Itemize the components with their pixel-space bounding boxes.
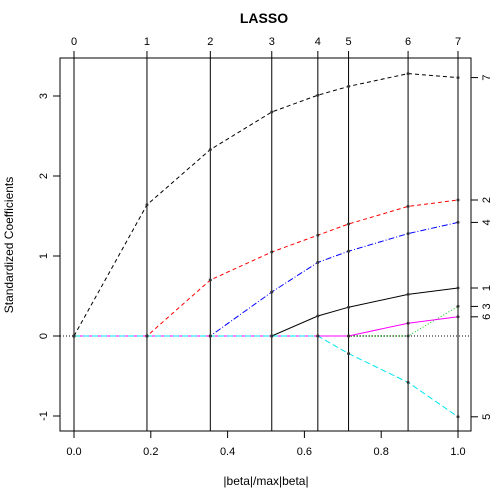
coefficient-point — [407, 72, 410, 75]
x-tick-label: 1.0 — [450, 446, 465, 458]
x-tick-label: 0.8 — [374, 446, 389, 458]
y-tick-label: 0 — [38, 333, 50, 339]
coefficient-point — [347, 335, 350, 338]
y-tick-label: 1 — [38, 253, 50, 259]
coefficient-path — [74, 200, 458, 336]
coefficient-point — [316, 261, 319, 264]
coefficient-path — [74, 288, 458, 336]
coefficient-point — [270, 291, 273, 294]
coefficient-point — [347, 352, 350, 355]
variable-label: 1 — [481, 285, 493, 291]
y-tick-label: -1 — [38, 411, 50, 421]
coefficient-point — [407, 322, 410, 325]
x-tick-label: 0.6 — [297, 446, 312, 458]
coefficient-point — [457, 287, 460, 290]
coefficient-point — [457, 305, 460, 308]
coefficient-point — [145, 203, 148, 206]
coefficient-point — [407, 232, 410, 235]
top-step-label: 4 — [315, 36, 321, 48]
coefficient-point — [407, 293, 410, 296]
top-step-label: 6 — [405, 36, 411, 48]
coefficient-point — [209, 279, 212, 282]
coefficient-point — [145, 335, 148, 338]
y-axis-title: Standardized Coefficients — [2, 177, 16, 314]
plot-frame — [60, 58, 471, 431]
coefficient-point — [457, 415, 460, 418]
variable-label: 4 — [481, 219, 493, 225]
coefficient-point — [407, 335, 410, 338]
coefficient-point — [209, 148, 212, 151]
coefficient-point — [407, 205, 410, 208]
coefficient-point — [316, 315, 319, 318]
coefficient-point — [457, 76, 460, 79]
variable-label: 5 — [481, 414, 493, 420]
top-step-label: 1 — [144, 36, 150, 48]
chart-title: LASSO — [240, 10, 288, 26]
top-step-label: 5 — [345, 36, 351, 48]
coefficient-point — [270, 335, 273, 338]
coefficient-point — [316, 234, 319, 237]
coefficient-point — [316, 94, 319, 97]
coefficient-point — [347, 306, 350, 309]
coefficient-path — [74, 306, 458, 336]
y-tick-label: 2 — [38, 173, 50, 179]
top-step-label: 7 — [455, 36, 461, 48]
variable-label: 2 — [481, 197, 493, 203]
top-step-label: 2 — [207, 36, 213, 48]
coefficient-point — [407, 381, 410, 384]
coefficient-point — [73, 335, 76, 338]
coefficient-path — [74, 74, 458, 336]
coefficient-point — [270, 251, 273, 254]
coefficient-path — [74, 222, 458, 336]
plot-area: 0 1 2 3 4 5 6 7 0.0 0.2 0.4 0.6 0.8 1.0 -1 0 1 2 3 7 2 4 1 3 6 5 — [38, 36, 493, 458]
coefficient-point — [316, 335, 319, 338]
coefficient-point — [209, 335, 212, 338]
variable-label: 7 — [481, 75, 493, 81]
coefficient-point — [347, 223, 350, 226]
coefficient-point — [457, 315, 460, 318]
x-tick-label: 0.4 — [220, 446, 235, 458]
top-step-label: 3 — [269, 36, 275, 48]
coefficient-path — [74, 336, 458, 417]
coefficient-point — [270, 111, 273, 114]
variable-label: 3 — [481, 303, 493, 309]
top-step-label: 0 — [71, 36, 77, 48]
coefficient-path — [74, 317, 458, 336]
variable-label: 6 — [481, 314, 493, 320]
coefficient-point — [347, 250, 350, 253]
x-axis-title: |beta|/max|beta| — [223, 474, 308, 488]
coefficient-point — [347, 85, 350, 88]
coefficient-point — [457, 221, 460, 224]
x-tick-label: 0.0 — [66, 446, 81, 458]
coefficient-point — [457, 199, 460, 202]
x-tick-label: 0.2 — [143, 446, 158, 458]
y-tick-label: 3 — [38, 93, 50, 99]
